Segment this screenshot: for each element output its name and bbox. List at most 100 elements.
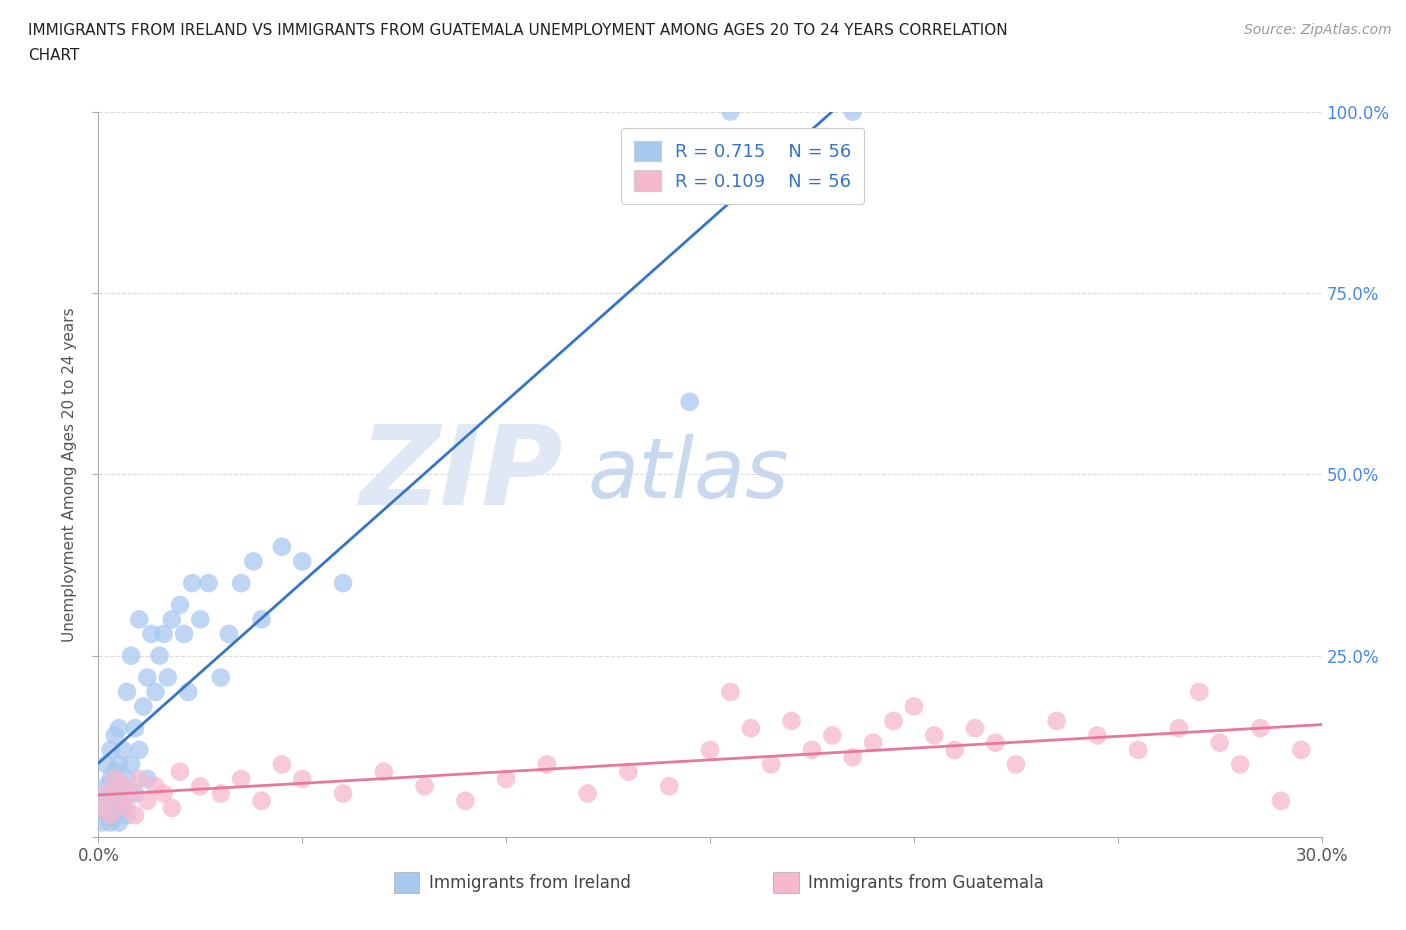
Point (124, 786, 146, 801)
Point (108, 793, 131, 808)
Point (231, 576, 253, 591)
Point (111, 778, 134, 793)
Point (152, 627, 174, 642)
Point (242, 554, 264, 569)
Point (111, 801, 134, 816)
Point (841, 104, 863, 119)
Point (454, 793, 477, 808)
Point (108, 815, 131, 830)
Point (536, 757, 558, 772)
Point (141, 627, 163, 642)
Point (821, 728, 844, 743)
Point (169, 597, 191, 612)
Point (1085, 728, 1108, 743)
Point (100, 742, 122, 757)
Point (128, 742, 150, 757)
Point (699, 742, 721, 757)
Point (576, 786, 599, 801)
Point (270, 757, 294, 772)
Point (132, 699, 155, 714)
Point (160, 801, 183, 816)
Text: ZIP: ZIP (360, 420, 564, 528)
Point (943, 742, 966, 757)
Point (841, 750, 863, 764)
Point (115, 808, 138, 823)
Point (136, 670, 159, 684)
Text: IMMIGRANTS FROM IRELAND VS IMMIGRANTS FROM GUATEMALA UNEMPLOYMENT AMONG AGES 20 : IMMIGRANTS FROM IRELAND VS IMMIGRANTS FR… (28, 23, 1008, 38)
Text: atlas: atlas (588, 433, 789, 515)
Point (120, 757, 142, 772)
Point (984, 736, 1007, 751)
Point (270, 539, 294, 554)
Point (761, 757, 783, 772)
Text: Immigrants from Ireland: Immigrants from Ireland (429, 873, 631, 892)
Text: Immigrants from Guatemala: Immigrants from Guatemala (808, 873, 1045, 892)
Point (197, 576, 219, 591)
Point (209, 786, 232, 801)
Point (413, 778, 436, 793)
Point (115, 772, 138, 787)
Point (91, 815, 114, 830)
Point (231, 772, 253, 787)
Point (177, 684, 200, 699)
Point (332, 576, 354, 591)
Point (160, 612, 183, 627)
Point (111, 742, 134, 757)
Point (1188, 684, 1211, 699)
Point (218, 627, 240, 642)
Point (104, 772, 127, 787)
Point (124, 721, 146, 736)
Point (373, 764, 395, 779)
Legend: R = 0.715    N = 56, R = 0.109    N = 56: R = 0.715 N = 56, R = 0.109 N = 56 (621, 128, 865, 204)
Point (96, 786, 118, 801)
Point (250, 612, 273, 627)
Point (495, 772, 517, 787)
Point (883, 713, 905, 728)
Point (1128, 742, 1150, 757)
Point (1004, 757, 1026, 772)
Point (1270, 793, 1292, 808)
Point (96, 778, 118, 793)
Point (188, 778, 212, 793)
Point (965, 721, 987, 736)
Point (291, 772, 314, 787)
Point (801, 742, 824, 757)
Point (1209, 736, 1232, 751)
Text: CHART: CHART (28, 48, 80, 63)
Point (188, 612, 212, 627)
Point (1167, 721, 1189, 736)
Point (136, 793, 159, 808)
Point (1229, 757, 1251, 772)
Point (104, 764, 127, 779)
Point (111, 778, 134, 793)
Text: Source: ZipAtlas.com: Source: ZipAtlas.com (1244, 23, 1392, 37)
Point (332, 786, 354, 801)
Point (291, 554, 314, 569)
Point (108, 793, 131, 808)
Point (1249, 721, 1271, 736)
Point (145, 684, 167, 699)
Point (91, 793, 114, 808)
Point (120, 648, 142, 663)
Point (96, 808, 118, 823)
Point (780, 713, 803, 728)
Point (720, 104, 742, 119)
Point (1045, 713, 1069, 728)
Point (801, 140, 824, 155)
Point (862, 736, 884, 751)
Point (100, 772, 122, 787)
Point (96, 757, 118, 772)
Point (100, 815, 122, 830)
Point (136, 772, 159, 787)
Point (104, 808, 127, 823)
Point (679, 394, 702, 409)
Point (145, 778, 167, 793)
Point (617, 764, 640, 779)
Point (120, 786, 142, 801)
Point (108, 757, 131, 772)
Point (115, 684, 138, 699)
Point (720, 684, 742, 699)
Point (100, 801, 122, 816)
Point (124, 808, 146, 823)
Point (104, 786, 127, 801)
